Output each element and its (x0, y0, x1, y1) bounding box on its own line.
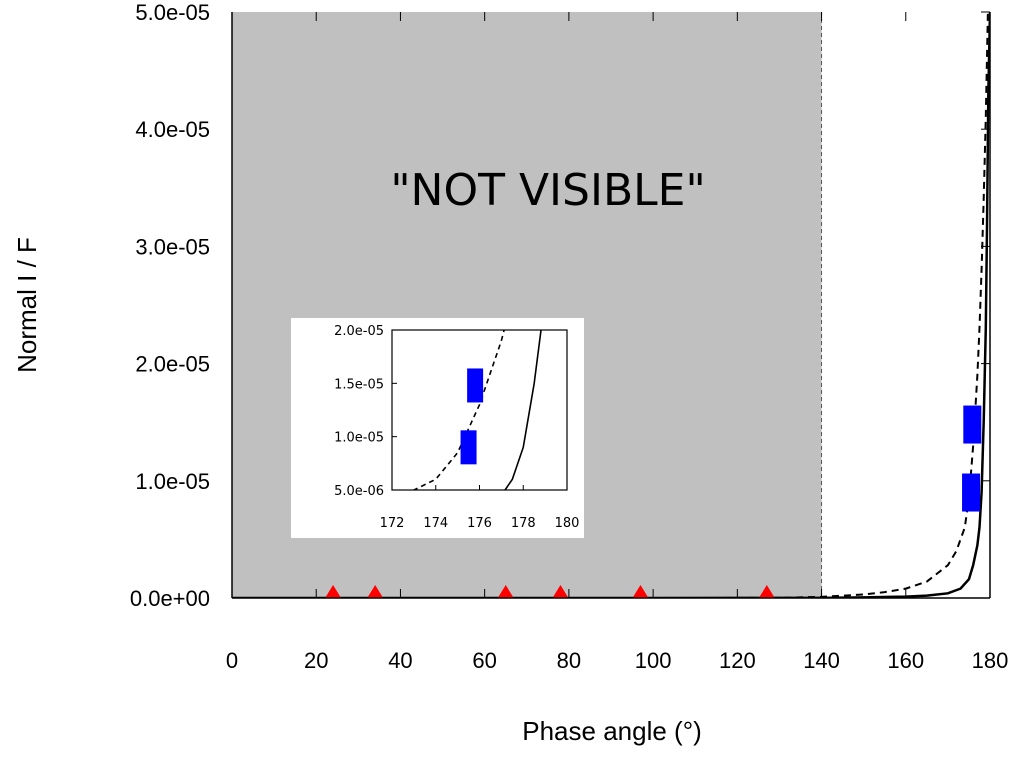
x-tick-label: 140 (803, 648, 840, 673)
inset-rect-marker (460, 430, 477, 465)
inset-x-tick-label: 178 (511, 516, 536, 531)
inset-x-tick-label: 174 (423, 516, 448, 531)
main-markers (325, 405, 982, 598)
x-tick-label: 0 (226, 648, 238, 673)
triangle-marker (552, 585, 569, 598)
x-axis-title: Phase angle (°) (522, 716, 702, 746)
inset-y-tick-label: 5.0e-06 (334, 484, 384, 499)
y-tick-label: 5.0e-05 (135, 0, 210, 25)
triangle-marker (367, 585, 384, 598)
region-label: "NOT VISIBLE" (390, 165, 705, 216)
triangle-marker (497, 585, 514, 598)
inset-y-tick-label: 2.0e-05 (334, 324, 384, 339)
x-tick-label: 40 (388, 648, 412, 673)
y-tick-label: 0.0e+00 (130, 586, 210, 611)
triangle-marker (325, 585, 342, 598)
inset-curves (412, 330, 542, 490)
triangle-marker (632, 585, 649, 598)
inset-background (291, 318, 584, 538)
y-tick-label: 1.0e-05 (135, 469, 210, 494)
inset-x-tick-label: 176 (467, 516, 492, 531)
x-tick-label: 180 (972, 648, 1009, 673)
inset-y-tick-label: 1.0e-05 (334, 431, 384, 446)
y-axis-title: Normal I / F (12, 237, 42, 373)
main-axes: 0 20 40 60 80 100 120 140 160 180 0.0e+00 1.0e-05 2.… (130, 0, 1009, 673)
y-tick-label: 3.0e-05 (135, 234, 210, 259)
inset-chart: 172 174 176 178 180 5.0e-06 1.0e-05 1.5e-05 2.0e… (291, 318, 584, 538)
x-tick-label: 100 (635, 648, 672, 673)
y-tick-label: 4.0e-05 (135, 117, 210, 142)
inset-x-tick-label: 172 (380, 516, 405, 531)
x-tick-label: 80 (557, 648, 581, 673)
triangle-marker (758, 585, 775, 598)
y-tick-label: 2.0e-05 (135, 352, 210, 377)
x-tick-label: 120 (719, 648, 756, 673)
rect-marker (963, 405, 982, 444)
x-tick-label: 20 (304, 648, 328, 673)
rect-marker (962, 473, 981, 512)
inset-rect-marker (467, 368, 484, 403)
x-tick-label: 160 (887, 648, 924, 673)
inset-x-tick-label: 180 (555, 516, 580, 531)
inset-y-tick-label: 1.5e-05 (334, 377, 384, 392)
x-tick-label: 60 (472, 648, 496, 673)
